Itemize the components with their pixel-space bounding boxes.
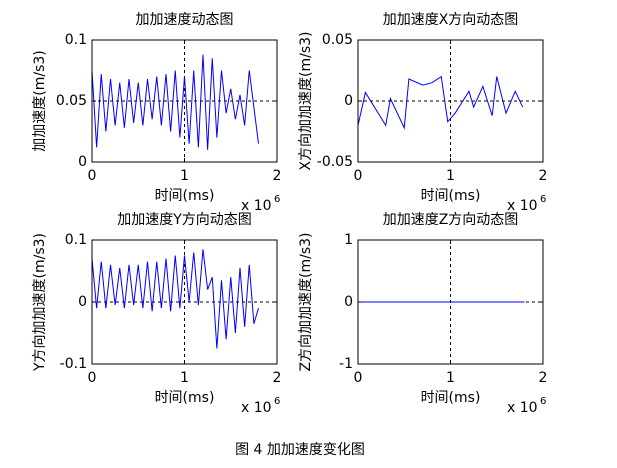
x-tick-label: 2 (539, 370, 548, 386)
y-tick-label: -0.1 (60, 356, 87, 372)
x-tick-label: 0 (354, 168, 363, 184)
chart-title: 加加速度Y方向动态图 (117, 212, 252, 228)
y-axis-label: Z方向加加速度(m/s3) (298, 232, 314, 371)
y-tick-label: 1 (344, 232, 353, 248)
x-tick-label: 2 (273, 370, 282, 386)
x-axis-label: 时间(ms) (155, 188, 215, 204)
x-tick-label: 2 (273, 168, 282, 184)
data-line (91, 54, 259, 150)
x-tick-label: 0 (88, 370, 97, 386)
x-tick-label: 0 (88, 168, 97, 184)
x-axis-label: 时间(ms) (421, 188, 481, 204)
x-tick-label: 2 (539, 168, 548, 184)
x-exponent-power: 6 (540, 194, 546, 205)
y-tick-label: -0.05 (317, 154, 353, 170)
x-exponent-power: 6 (540, 396, 546, 407)
y-axis-label: X方向加加速度(m/s3) (298, 31, 314, 170)
y-tick-label: 0 (344, 294, 353, 310)
x-tick-label: 0 (354, 370, 363, 386)
chart-title: 加加速度X方向动态图 (383, 12, 519, 28)
y-axis-label: Y方向加加速度(m/s3) (32, 233, 48, 372)
y-tick-label: 0 (78, 154, 87, 170)
y-tick-label: 0.1 (65, 232, 87, 248)
y-tick-label: -1 (339, 356, 353, 372)
x-tick-label: 1 (180, 370, 189, 386)
x-tick-label: 1 (446, 370, 455, 386)
x-exponent-base: x 10 (241, 198, 272, 214)
x-exponent-base: x 10 (241, 400, 272, 416)
chart-title: 加加速度动态图 (136, 12, 234, 28)
x-exponent-power: 6 (274, 194, 280, 205)
y-tick-label: 0.05 (56, 93, 87, 109)
x-axis-label: 时间(ms) (421, 390, 481, 406)
x-exponent-base: x 10 (507, 198, 538, 214)
data-line (357, 75, 524, 130)
y-tick-label: 0.1 (65, 32, 87, 48)
y-axis-label: 加加速度(m/s3) (32, 50, 48, 151)
y-tick-label: 0 (78, 294, 87, 310)
caption: 图 4 加加速度变化图 (235, 442, 365, 458)
data-line (91, 249, 259, 349)
x-exponent-power: 6 (274, 396, 280, 407)
x-tick-label: 1 (446, 168, 455, 184)
y-tick-label: 0 (344, 93, 353, 109)
x-tick-label: 1 (180, 168, 189, 184)
x-axis-label: 时间(ms) (155, 390, 215, 406)
chart-title: 加加速度Z方向动态图 (383, 212, 519, 228)
y-tick-label: 0.05 (322, 32, 353, 48)
x-exponent-base: x 10 (507, 400, 538, 416)
